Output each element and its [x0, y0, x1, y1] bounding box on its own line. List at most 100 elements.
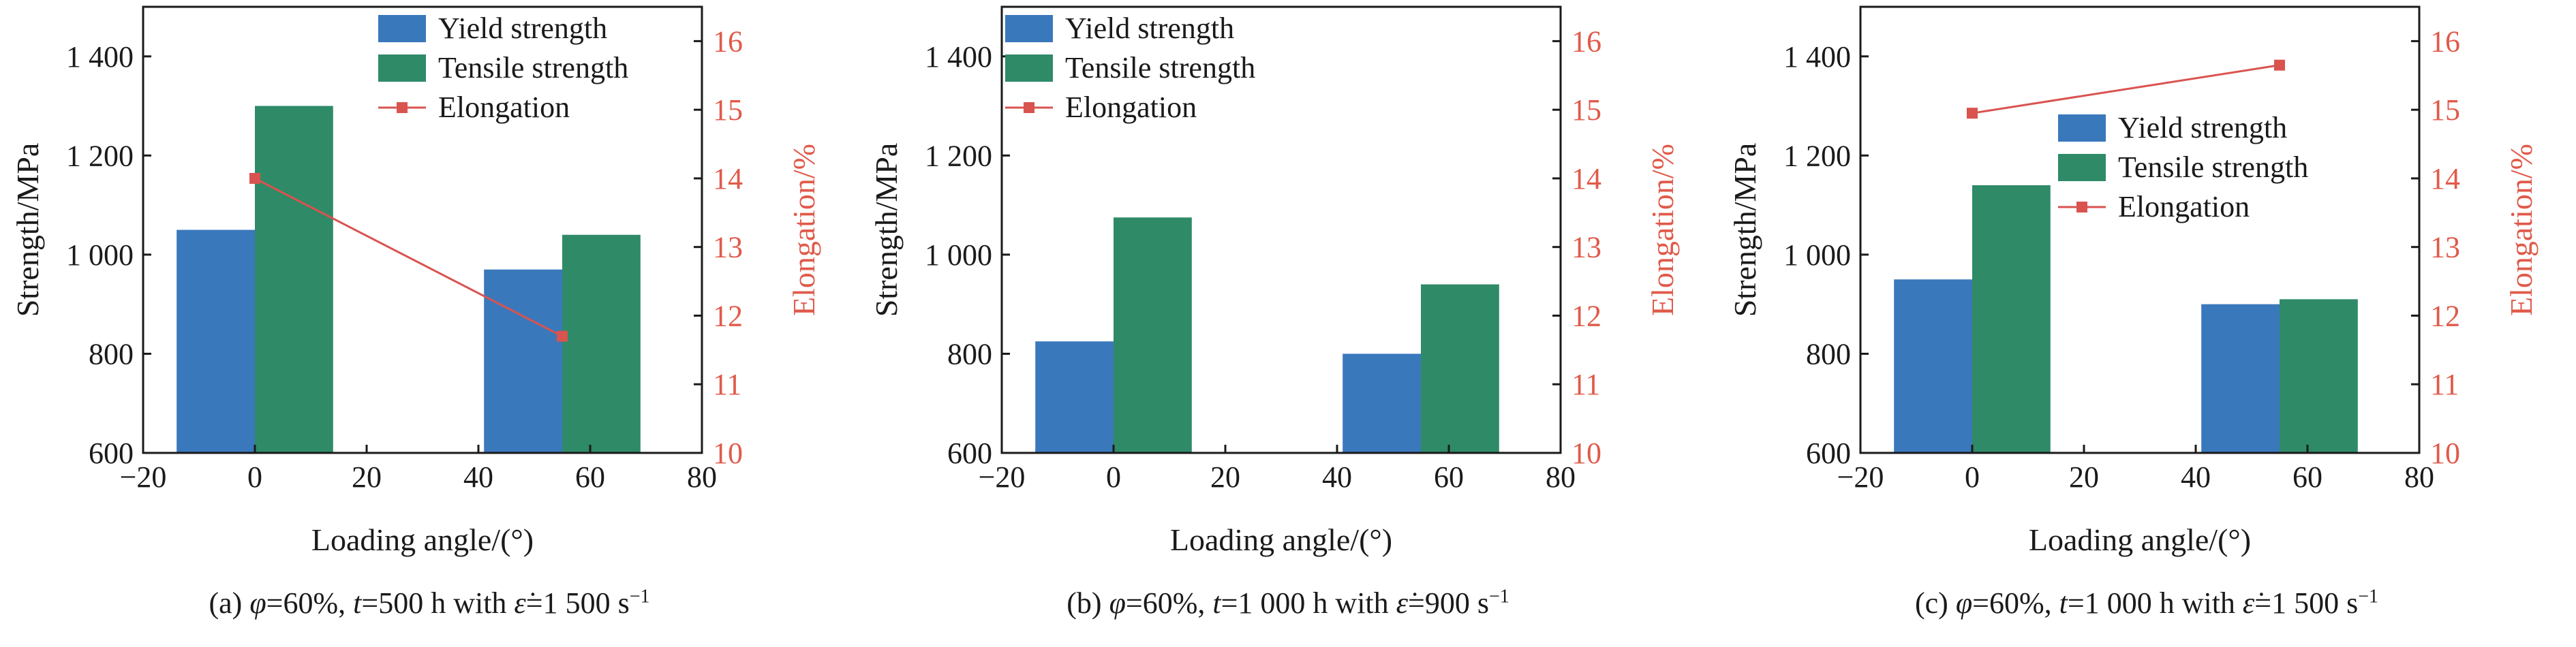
- legend-marker-elongation: [397, 102, 408, 113]
- plot-frame: [142, 5, 703, 454]
- chart-panel-a: −20 0 20 40 60 80 600 800 1 000 1 200 1 400 10 11 12 1…: [0, 0, 859, 647]
- y-axis-right-label: Elongation/%: [786, 144, 821, 316]
- bar-yield-strength: [1343, 353, 1421, 453]
- elongation-point: [557, 330, 568, 342]
- y-axis-left-label: Strength/MPa: [10, 143, 45, 317]
- chart-b: −20 0 20 40 60 80 600 800 1 000 1 200 1 400 10 11 12 1…: [869, 5, 1680, 557]
- legend-marker-elongation: [2076, 202, 2087, 212]
- y-right-tick-label: 15: [1571, 93, 1601, 127]
- x-tick-label: 40: [2181, 460, 2211, 494]
- plot-frame: [1000, 5, 1562, 454]
- y-right-tick-label: 13: [713, 231, 743, 264]
- y-left-tick-label: 1 200: [66, 139, 134, 172]
- legend-swatch-tensile: [1005, 54, 1053, 82]
- y-left-tick-label: 800: [1806, 337, 1851, 370]
- y-axis-left-label: Strength/MPa: [869, 143, 904, 317]
- x-tick-label: 80: [2404, 460, 2434, 494]
- x-axis-label: Loading angle/(°): [311, 522, 534, 557]
- legend-label-elongation: Elongation: [1065, 91, 1197, 124]
- x-tick-label: −20: [1837, 460, 1884, 494]
- y-right-tick-label: 12: [1571, 299, 1601, 332]
- x-tick-label: 20: [352, 460, 382, 494]
- y-left-tick-label: 1 200: [925, 139, 992, 172]
- y-right-tick-label: 16: [713, 25, 743, 58]
- y-left-tick-label: 1 000: [66, 238, 134, 272]
- x-tick-label: 80: [1546, 460, 1576, 494]
- y-right-tick-label: 11: [2430, 368, 2459, 401]
- legend-label-yield: Yield strength: [438, 12, 607, 45]
- caption-b: (b) φ=60%, t=1 000 h with ε̇=900 s−1: [1067, 586, 1509, 620]
- y-right-tick-label: 15: [2430, 93, 2460, 127]
- y-left-tick-label: 1 000: [1783, 238, 1851, 272]
- x-tick-label: 80: [687, 460, 717, 494]
- x-tick-label: 0: [1965, 460, 1980, 494]
- bar-tensile-strength: [1972, 185, 2051, 453]
- bar-tensile-strength: [255, 106, 333, 454]
- y-left-tick-label: 600: [89, 437, 134, 470]
- x-tick-label: −20: [120, 460, 167, 494]
- chart-panel-c: −20 0 20 40 60 80 600 800 1 000 1 200 1 400 10 11 12 1…: [1717, 0, 2576, 647]
- elongation-point: [2274, 59, 2285, 71]
- y-right-tick-label: 16: [1571, 25, 1601, 58]
- bar-yield-strength: [2201, 304, 2280, 453]
- legend-label-yield: Yield strength: [1065, 12, 1234, 45]
- y-left-tick-label: 1 000: [925, 238, 992, 272]
- bar-yield-strength: [484, 269, 562, 453]
- chart-c: −20 0 20 40 60 80 600 800 1 000 1 200 1 400 10 11 12 1…: [1728, 5, 2539, 557]
- y-left-tick-label: 1 400: [925, 40, 992, 74]
- x-tick-label: −20: [979, 460, 1026, 494]
- elongation-line: [1972, 64, 2280, 114]
- legend-swatch-yield: [2058, 114, 2106, 142]
- y-right-tick-label: 10: [713, 437, 743, 470]
- x-axis-label: Loading angle/(°): [2029, 522, 2251, 557]
- y-right-tick-label: 14: [2430, 162, 2460, 195]
- x-tick-label: 40: [1322, 460, 1352, 494]
- y-right-tick-label: 16: [2430, 25, 2460, 58]
- legend-swatch-yield: [1005, 15, 1053, 42]
- legend-label-elongation: Elongation: [438, 91, 570, 124]
- y-right-tick-label: 13: [1571, 231, 1601, 264]
- bar-tensile-strength: [2280, 299, 2358, 453]
- elongation-point: [1967, 108, 1978, 119]
- legend-label-tensile: Tensile strength: [2118, 151, 2308, 184]
- y-axis-right-label: Elongation/%: [2504, 144, 2539, 316]
- y-right-tick-label: 10: [1571, 437, 1601, 470]
- bar-yield-strength: [1894, 279, 1972, 453]
- legend: Yield strength Tensile strength Elongation: [2058, 111, 2308, 223]
- bar-yield-strength: [177, 230, 255, 453]
- y-right-tick-label: 11: [713, 368, 741, 401]
- x-tick-label: 0: [1106, 460, 1121, 494]
- legend-label-tensile: Tensile strength: [438, 51, 628, 84]
- x-tick-label: 60: [575, 460, 605, 494]
- legend: Yield strength Tensile strength Elongation: [1005, 12, 1255, 124]
- legend-swatch-tensile: [2058, 154, 2106, 181]
- x-axis-label: Loading angle/(°): [1170, 522, 1392, 557]
- legend: Yield strength Tensile strength Elongation: [378, 12, 628, 124]
- y-left-tick-label: 800: [947, 337, 992, 370]
- y-axis-left-label: Strength/MPa: [1728, 143, 1762, 317]
- y-right-tick-label: 15: [713, 93, 743, 127]
- legend-label-yield: Yield strength: [2118, 111, 2287, 144]
- legend-swatch-tensile: [378, 54, 426, 82]
- y-right-tick-label: 13: [2430, 231, 2460, 264]
- bar-tensile-strength: [1114, 217, 1192, 453]
- x-tick-label: 0: [247, 460, 262, 494]
- y-right-tick-label: 10: [2430, 437, 2460, 470]
- bar-yield-strength: [1035, 341, 1114, 453]
- y-right-tick-label: 11: [1571, 368, 1600, 401]
- y-left-tick-label: 600: [1806, 437, 1851, 470]
- caption-c: (c) φ=60%, t=1 000 h with ε̇=1 500 s−1: [1914, 586, 2378, 620]
- x-tick-label: 60: [2293, 460, 2322, 494]
- x-tick-label: 20: [2069, 460, 2099, 494]
- y-right-tick-label: 14: [1571, 162, 1601, 195]
- elongation-line: [254, 177, 563, 338]
- legend-label-tensile: Tensile strength: [1065, 51, 1255, 84]
- y-left-tick-label: 600: [947, 437, 992, 470]
- y-left-tick-label: 1 400: [66, 40, 134, 74]
- y-right-tick-label: 12: [2430, 299, 2460, 332]
- caption-a: (a) φ=60%, t=500 h with ε̇=1 500 s−1: [209, 586, 650, 620]
- plot-frame: [1859, 5, 2421, 454]
- chart-panel-b: −20 0 20 40 60 80 600 800 1 000 1 200 1 400 10 11 12 1…: [859, 0, 1717, 647]
- elongation-point: [249, 172, 260, 184]
- y-left-tick-label: 800: [89, 337, 134, 370]
